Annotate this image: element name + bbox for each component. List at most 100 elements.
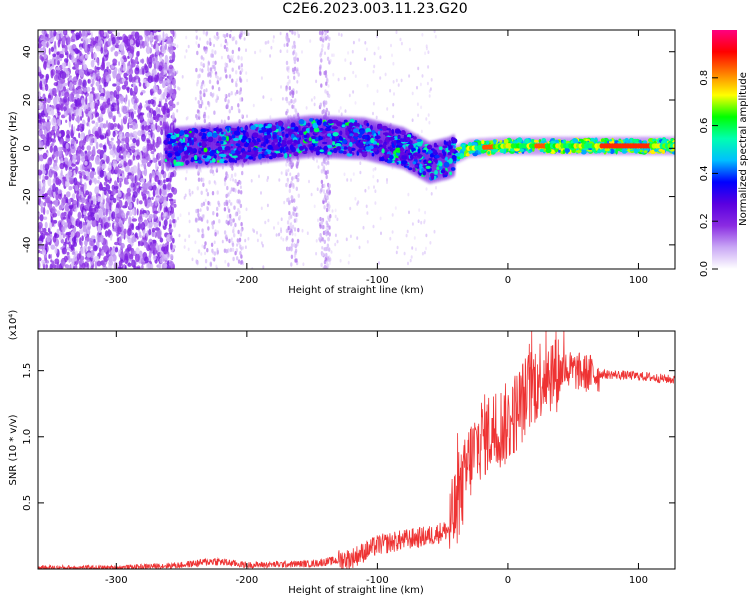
heatmap-cell bbox=[84, 161, 88, 166]
heatmap-cell bbox=[128, 73, 133, 83]
heatmap-cell bbox=[344, 109, 347, 113]
heatmap-cell bbox=[123, 72, 127, 79]
heatmap-cell bbox=[40, 35, 44, 39]
heatmap-cell bbox=[45, 121, 51, 128]
heatmap-cell bbox=[130, 145, 136, 149]
heatmap-cell bbox=[358, 245, 361, 250]
heatmap-cell bbox=[227, 262, 230, 267]
heatmap-cell bbox=[132, 165, 138, 174]
heatmap-cell bbox=[188, 188, 191, 193]
heatmap-cell bbox=[151, 53, 155, 58]
heatmap-cell bbox=[435, 185, 437, 190]
heatmap-cell bbox=[110, 104, 115, 112]
heatmap-cell bbox=[54, 233, 57, 237]
heatmap-cell bbox=[57, 118, 62, 127]
heatmap-cell bbox=[252, 229, 255, 233]
heatmap-cell bbox=[86, 222, 92, 227]
heatmap-cell bbox=[347, 51, 350, 55]
heatmap-cell bbox=[47, 115, 51, 121]
heatmap-cell bbox=[210, 169, 213, 173]
heatmap-cell bbox=[38, 261, 41, 269]
heatmap-cell bbox=[85, 201, 91, 205]
heatmap-cell bbox=[160, 129, 164, 136]
heatmap-cell bbox=[64, 180, 70, 188]
heatmap-cell bbox=[91, 235, 96, 240]
heatmap-cell bbox=[123, 228, 127, 235]
heatmap-cell bbox=[87, 30, 91, 34]
heatmap-cell bbox=[77, 86, 82, 90]
heatmap-cell bbox=[55, 58, 58, 65]
heatmap-cell bbox=[81, 156, 86, 163]
heatmap-cell bbox=[164, 253, 169, 261]
heatmap-cell bbox=[47, 94, 52, 99]
heatmap-cell bbox=[68, 93, 73, 103]
heatmap-cell bbox=[240, 63, 243, 68]
heatmap-cell bbox=[229, 213, 232, 219]
heatmap-cell bbox=[78, 132, 81, 139]
heatmap-cell bbox=[321, 246, 324, 250]
heatmap-cell bbox=[172, 219, 176, 224]
heatmap-cell bbox=[239, 203, 243, 209]
heatmap-cell bbox=[285, 111, 288, 116]
heatmap-cell bbox=[79, 68, 85, 78]
heatmap-cell bbox=[317, 165, 320, 169]
heatmap-cell bbox=[241, 170, 244, 176]
heatmap-cell bbox=[159, 188, 162, 196]
heatmap-cell bbox=[264, 41, 267, 45]
heatmap-cell bbox=[230, 238, 233, 242]
heatmap-cell bbox=[71, 124, 74, 133]
heatmap-cell bbox=[103, 224, 107, 230]
heatmap-cell bbox=[327, 42, 330, 47]
heatmap-cell bbox=[324, 127, 332, 132]
heatmap-cell bbox=[76, 190, 80, 195]
heatmap-cell bbox=[297, 33, 300, 39]
heatmap-cell bbox=[199, 208, 202, 212]
heatmap-cell bbox=[49, 37, 54, 43]
heatmap-cell bbox=[130, 182, 134, 189]
heatmap-cell bbox=[48, 254, 51, 259]
heatmap-cell bbox=[202, 57, 205, 61]
heatmap-cell bbox=[42, 152, 48, 160]
heatmap-cell bbox=[426, 81, 429, 86]
heatmap-cell bbox=[112, 83, 117, 87]
heatmap-cell bbox=[408, 47, 411, 52]
heatmap-cell bbox=[197, 100, 200, 105]
heatmap-cell bbox=[71, 237, 77, 243]
heatmap-cell bbox=[200, 190, 203, 195]
heatmap-cell bbox=[216, 212, 219, 217]
heatmap-cell bbox=[161, 189, 167, 196]
heatmap-cell bbox=[421, 33, 424, 37]
heatmap-cell bbox=[143, 213, 147, 217]
heatmap-cell bbox=[54, 258, 60, 265]
heatmap-cell bbox=[331, 209, 334, 213]
heatmap-cell bbox=[392, 114, 395, 119]
heatmap-cell bbox=[296, 238, 300, 244]
heatmap-cell bbox=[202, 214, 205, 218]
heatmap-cell bbox=[61, 71, 67, 80]
heatmap-cell bbox=[280, 217, 283, 221]
heatmap-cell bbox=[108, 30, 112, 35]
heatmap-cell bbox=[167, 182, 172, 191]
heatmap-cell bbox=[143, 196, 147, 200]
heatmap-cell bbox=[133, 86, 138, 93]
heatmap-cell bbox=[45, 75, 49, 84]
heatmap-cell bbox=[63, 176, 66, 186]
heatmap-cell bbox=[297, 212, 300, 217]
heatmap-cell bbox=[64, 203, 70, 212]
heatmap-cell bbox=[286, 247, 289, 252]
heatmap-cell bbox=[114, 104, 119, 111]
heatmap-cell bbox=[132, 208, 136, 216]
heatmap-cell bbox=[211, 191, 215, 196]
heatmap-cell bbox=[204, 198, 207, 203]
heatmap-cell bbox=[158, 65, 163, 72]
heatmap-cell bbox=[68, 75, 72, 79]
heatmap-cell bbox=[203, 83, 206, 87]
heatmap-cell bbox=[162, 92, 166, 100]
heatmap-cell bbox=[217, 35, 220, 40]
heatmap-cell bbox=[228, 109, 231, 114]
heatmap-cell bbox=[354, 197, 357, 201]
heatmap-cell bbox=[291, 162, 295, 167]
heatmap-cell bbox=[128, 238, 132, 244]
heatmap-cell bbox=[267, 40, 270, 44]
